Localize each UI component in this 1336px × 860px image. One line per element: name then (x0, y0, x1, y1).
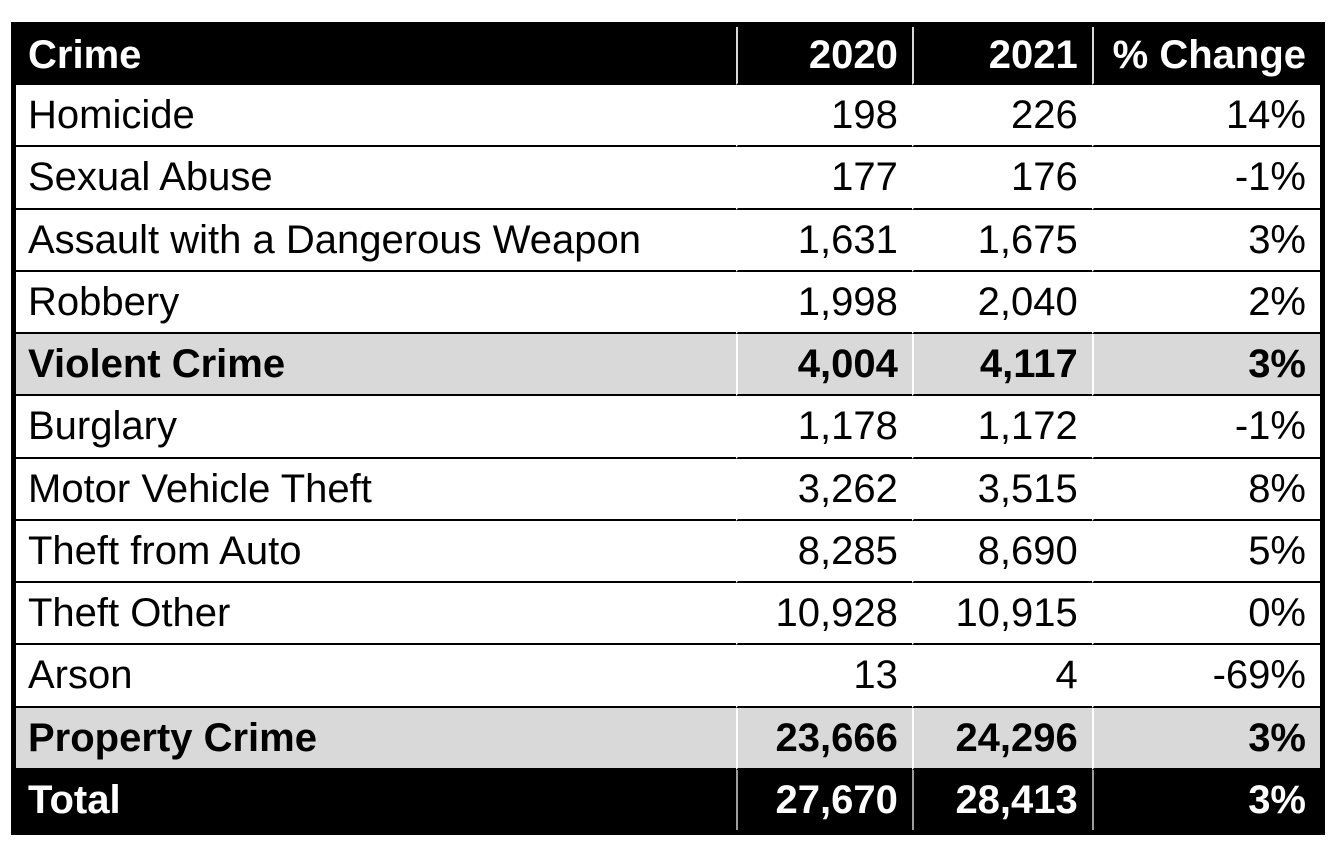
cell-crime-label: Total (16, 769, 736, 830)
table-row: Violent Crime 4,004 4,117 3% (16, 334, 1320, 397)
table-body: Homicide 198 226 14% Sexual Abuse 177 17… (16, 85, 1320, 830)
cell-2021-value: 3,515 (911, 458, 1092, 521)
cell-pct-change: 14% (1091, 85, 1320, 148)
cell-2020-value: 198 (735, 85, 912, 148)
table-row: Sexual Abuse 177 176 -1% (16, 147, 1320, 210)
cell-pct-change: 2% (1091, 271, 1320, 334)
cell-crime-label: Property Crime (16, 707, 736, 770)
cell-pct-change: -1% (1091, 147, 1320, 210)
cell-2020-value: 13 (735, 645, 912, 708)
cell-2021-value: 226 (911, 85, 1092, 148)
cell-pct-change: 3% (1091, 769, 1320, 830)
cell-crime-label: Motor Vehicle Theft (16, 458, 736, 521)
cell-2020-value: 8,285 (735, 520, 912, 583)
cell-pct-change: -69% (1091, 645, 1320, 708)
cell-crime-label: Theft from Auto (16, 520, 736, 583)
header-cell-crime: Crime (16, 27, 736, 85)
table-row: Total 27,670 28,413 3% (16, 769, 1320, 830)
cell-2020-value: 1,178 (735, 396, 912, 459)
cell-crime-label: Violent Crime (16, 334, 736, 397)
table-row: Arson 13 4 -69% (16, 645, 1320, 708)
cell-2020-value: 1,998 (735, 271, 912, 334)
cell-2021-value: 8,690 (911, 520, 1092, 583)
cell-2020-value: 27,670 (735, 769, 912, 830)
cell-2020-value: 4,004 (735, 334, 912, 397)
cell-2020-value: 3,262 (735, 458, 912, 521)
cell-2021-value: 4 (911, 645, 1092, 708)
cell-2020-value: 1,631 (735, 209, 912, 272)
crime-stats-table: Crime 2020 2021 % Change Homicide 198 22… (11, 22, 1325, 835)
cell-pct-change: 8% (1091, 458, 1320, 521)
cell-2020-value: 177 (735, 147, 912, 210)
table-row: Burglary 1,178 1,172 -1% (16, 396, 1320, 459)
cell-crime-label: Arson (16, 645, 736, 708)
table-row: Assault with a Dangerous Weapon 1,631 1,… (16, 209, 1320, 272)
header-cell-pct-change: % Change (1091, 27, 1320, 85)
cell-crime-label: Assault with a Dangerous Weapon (16, 209, 736, 272)
table-row: Property Crime 23,666 24,296 3% (16, 707, 1320, 770)
cell-pct-change: 3% (1091, 209, 1320, 272)
crime-stats-table-container: Crime 2020 2021 % Change Homicide 198 22… (11, 22, 1325, 835)
cell-2021-value: 4,117 (911, 334, 1092, 397)
header-cell-2021: 2021 (911, 27, 1092, 85)
cell-2020-value: 10,928 (735, 583, 912, 646)
header-cell-2020: 2020 (735, 27, 912, 85)
table-row: Robbery 1,998 2,040 2% (16, 271, 1320, 334)
cell-pct-change: -1% (1091, 396, 1320, 459)
cell-2021-value: 28,413 (911, 769, 1092, 830)
cell-crime-label: Theft Other (16, 583, 736, 646)
cell-crime-label: Sexual Abuse (16, 147, 736, 210)
cell-crime-label: Homicide (16, 85, 736, 148)
cell-2021-value: 1,675 (911, 209, 1092, 272)
cell-crime-label: Burglary (16, 396, 736, 459)
header-row: Crime 2020 2021 % Change (16, 27, 1320, 85)
cell-pct-change: 0% (1091, 583, 1320, 646)
table-row: Motor Vehicle Theft 3,262 3,515 8% (16, 458, 1320, 521)
cell-2021-value: 2,040 (911, 271, 1092, 334)
cell-pct-change: 3% (1091, 707, 1320, 770)
cell-crime-label: Robbery (16, 271, 736, 334)
cell-2021-value: 24,296 (911, 707, 1092, 770)
cell-2021-value: 10,915 (911, 583, 1092, 646)
cell-pct-change: 5% (1091, 520, 1320, 583)
cell-pct-change: 3% (1091, 334, 1320, 397)
cell-2020-value: 23,666 (735, 707, 912, 770)
table-row: Theft from Auto 8,285 8,690 5% (16, 520, 1320, 583)
cell-2021-value: 1,172 (911, 396, 1092, 459)
cell-2021-value: 176 (911, 147, 1092, 210)
table-row: Homicide 198 226 14% (16, 85, 1320, 148)
table-row: Theft Other 10,928 10,915 0% (16, 583, 1320, 646)
